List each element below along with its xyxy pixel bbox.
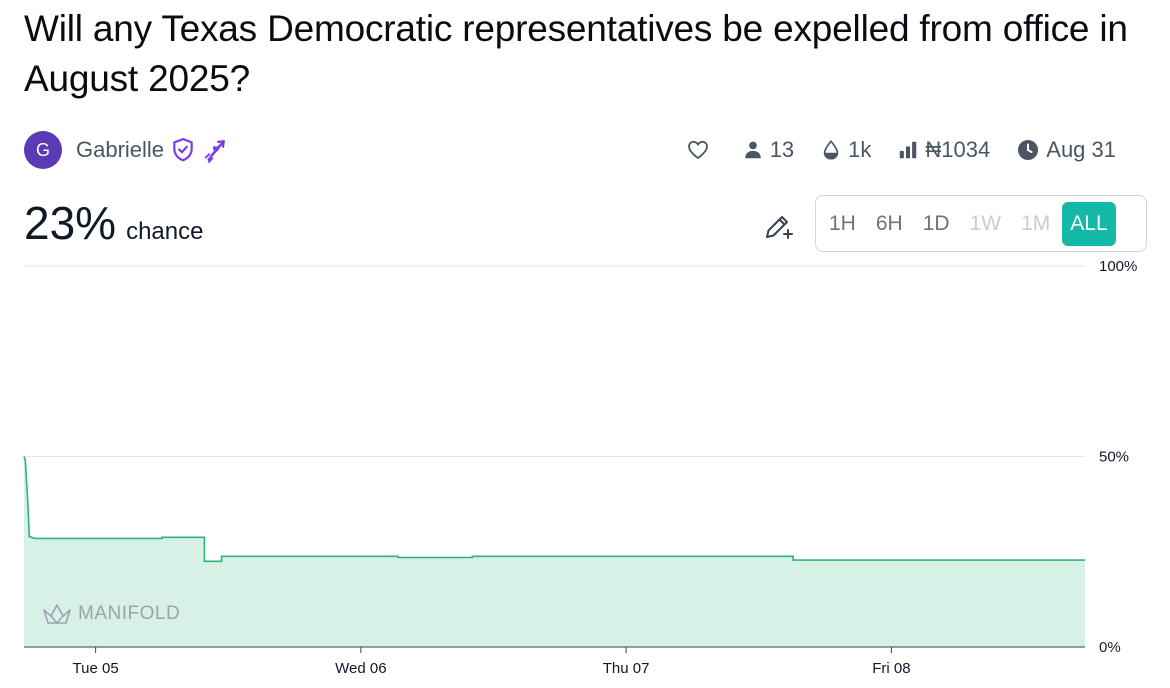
y-axis: 100% 50% 0% [1099, 258, 1137, 656]
probability-area [24, 456, 1085, 647]
edit-plus-icon[interactable] [762, 210, 794, 242]
range-1h-button[interactable]: 1H [829, 211, 856, 235]
close-date-stat[interactable]: Aug 31 [1016, 137, 1116, 163]
manifold-wordmark: MANIFOLD [78, 603, 181, 624]
probability-value: 23% [24, 197, 117, 249]
arrow-heart-icon [204, 140, 225, 163]
x-tick-label: Thu 07 [603, 660, 650, 677]
shield-check-icon [173, 138, 193, 162]
y-tick-label: 0% [1099, 639, 1121, 656]
clock-icon [1018, 140, 1039, 160]
droplet-icon [823, 140, 839, 160]
user-icon [744, 141, 761, 159]
range-all-button[interactable]: ALL [1062, 201, 1116, 246]
probability-chart[interactable]: 100% 50% 0% Tue 05 Wed 06 Thu 07 Fri 08 [0, 255, 1170, 688]
like-button[interactable] [686, 138, 716, 162]
author-name[interactable]: Gabrielle [76, 137, 165, 162]
traders-count: 13 [769, 137, 795, 162]
manifold-logo: MANIFOLD [42, 602, 180, 626]
x-axis: Tue 05 Wed 06 Thu 07 Fri 08 [24, 646, 1085, 677]
liquidity-value: 1k [848, 137, 872, 162]
x-tick-label: Wed 06 [335, 660, 386, 677]
time-range-selector: 1H 6H 1D 1W 1M ALL [815, 195, 1147, 252]
volume-value: ₦1034 [925, 137, 991, 162]
probability-line [23, 456, 1085, 563]
market-meta-row: G Gabrielle 13 1k [24, 131, 1124, 169]
y-tick-label: 50% [1099, 449, 1129, 466]
traders-stat[interactable]: 13 [742, 137, 794, 163]
liquidity-stat[interactable]: 1k [820, 137, 871, 163]
market-title: Will any Texas Democratic representative… [24, 8, 1128, 99]
probability-display: 23% chance [24, 196, 203, 250]
range-6h-button[interactable]: 6H [875, 211, 903, 235]
market-stats: 13 1k ₦1034 Aug 31 [660, 131, 1116, 169]
volume-stat[interactable]: ₦1034 [897, 137, 990, 163]
x-tick-label: Tue 05 [73, 660, 119, 677]
range-1d-button[interactable]: 1D [922, 211, 950, 235]
author-avatar[interactable]: G [24, 131, 62, 169]
heart-icon [687, 140, 708, 160]
chart-grid [24, 265, 1085, 457]
manifold-crane-icon [43, 604, 71, 625]
bar-chart-icon [900, 141, 917, 159]
range-1w-button[interactable]: 1W [969, 211, 1002, 235]
y-tick-label: 100% [1099, 258, 1137, 275]
probability-label: chance [126, 218, 204, 245]
x-tick-label: Fri 08 [872, 660, 910, 677]
range-1m-button[interactable]: 1M [1021, 211, 1051, 235]
close-date: Aug 31 [1046, 137, 1116, 162]
